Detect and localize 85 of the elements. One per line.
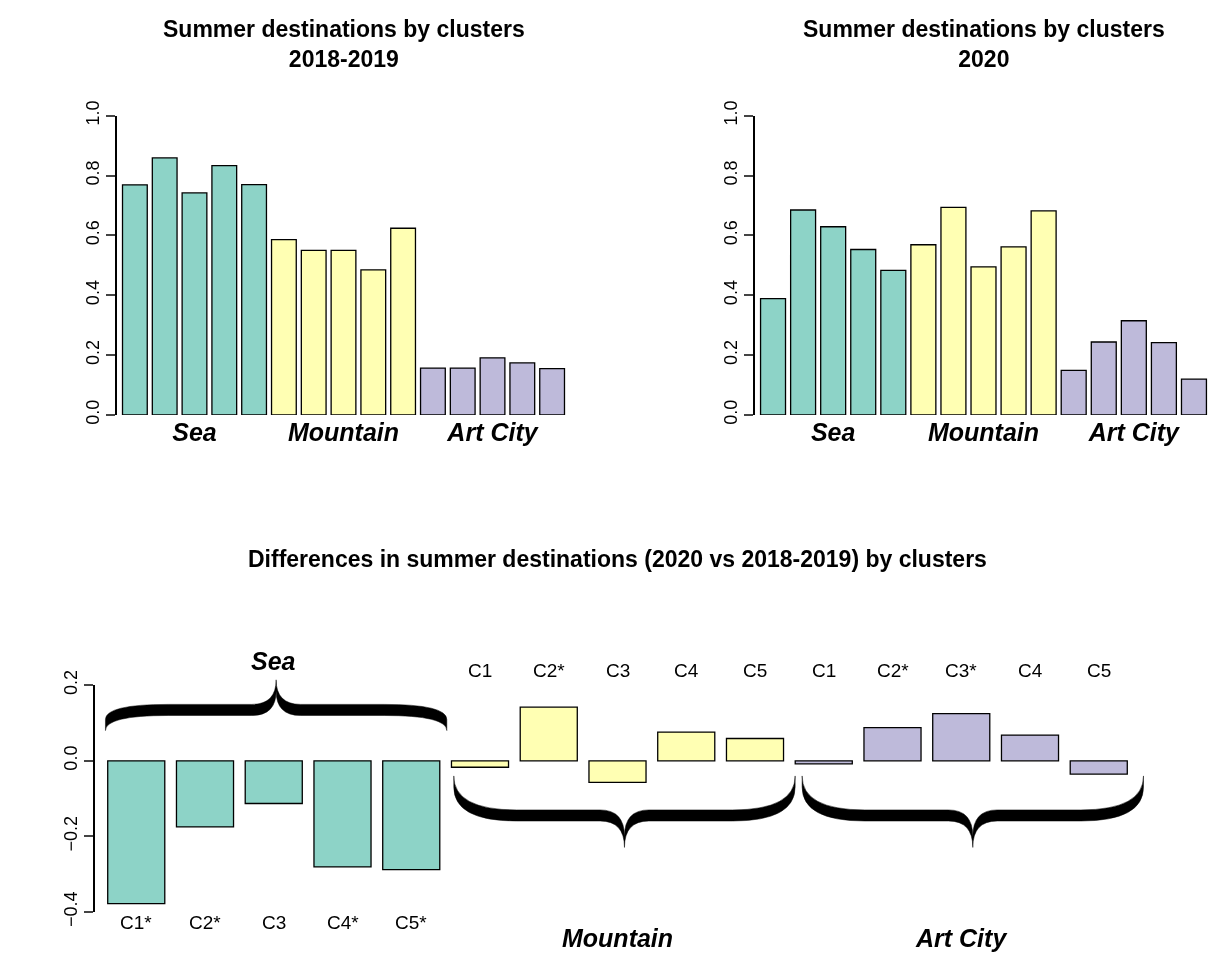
bar	[270, 238, 297, 416]
bar	[539, 367, 566, 416]
y-tick-label: −0.4	[61, 891, 82, 927]
bar	[419, 367, 446, 416]
bar	[863, 726, 922, 762]
bar	[1180, 378, 1208, 416]
bar	[360, 269, 387, 416]
bar	[1069, 760, 1128, 775]
y-tick-label: 0.2	[61, 670, 82, 696]
y-tick-label: 0.6	[83, 220, 104, 246]
x-tick-label: Sea	[172, 418, 217, 447]
x-tick-label: C5*	[395, 912, 428, 933]
x-tick-label: Mountain	[287, 418, 400, 447]
bar	[932, 712, 991, 762]
bar	[244, 760, 303, 805]
x-tick-label: Mountain	[927, 418, 1040, 447]
x-tick-label: C2*	[533, 660, 566, 681]
y-tick-label: 0.2	[83, 339, 104, 365]
y-tick-label: −0.2	[61, 815, 82, 852]
bar	[300, 249, 327, 416]
bar	[880, 269, 907, 416]
y-tick-label: 0.8	[721, 160, 742, 186]
bar	[940, 206, 967, 416]
bar	[211, 165, 238, 416]
bar	[850, 248, 877, 416]
x-tick-label: Art City	[446, 418, 539, 447]
x-tick-label: C4	[1018, 660, 1043, 681]
bar	[1090, 341, 1117, 416]
x-tick-label: C1	[812, 660, 837, 681]
bar	[794, 760, 853, 765]
bar	[519, 706, 578, 762]
bar	[181, 192, 208, 416]
y-tick-label: 0.4	[721, 280, 742, 306]
bar	[1000, 734, 1060, 762]
bar	[330, 249, 357, 416]
bar	[759, 297, 787, 416]
bar	[820, 226, 847, 416]
x-tick-label: C1	[468, 660, 493, 681]
bar	[175, 760, 235, 828]
bar	[588, 760, 647, 783]
x-tick-label: C4	[674, 660, 699, 681]
x-tick-label: Art City	[1087, 418, 1181, 447]
y-tick-label: 0.0	[61, 745, 82, 771]
chart-title: Summer destinations by clusters 2018-2019	[163, 16, 525, 72]
y-tick-label: 0.2	[721, 339, 742, 365]
x-tick-label: Sea	[810, 418, 856, 447]
bar	[1000, 246, 1027, 416]
x-tick-label: C2*	[189, 912, 222, 933]
y-tick-label: 1.0	[721, 100, 742, 126]
bar	[121, 184, 148, 416]
bar	[657, 731, 716, 762]
x-tick-label: C5	[1087, 660, 1112, 681]
bar	[449, 367, 476, 416]
bar	[450, 760, 510, 768]
bar	[390, 227, 417, 416]
bar	[970, 266, 997, 416]
bar	[382, 760, 441, 871]
bar	[789, 209, 817, 416]
y-tick-label: 0.0	[83, 399, 104, 425]
x-tick-label: C2*	[877, 660, 910, 681]
bar	[107, 760, 166, 905]
bar	[1120, 320, 1147, 416]
x-tick-label: C3	[262, 912, 287, 933]
x-tick-label: C5	[743, 660, 768, 681]
y-tick-label: 0.6	[721, 220, 742, 246]
chart-title: Differences in summer destinations (2020 vs 2018-2019) by clusters	[248, 546, 987, 572]
y-tick-label: 0.0	[721, 399, 742, 425]
bar	[313, 760, 372, 868]
bar	[151, 157, 178, 416]
bar	[479, 357, 506, 416]
y-tick-label: 1.0	[83, 100, 104, 126]
bar	[1060, 369, 1087, 416]
chart-title: Summer destinations by clusters 2020	[803, 16, 1165, 72]
y-tick-label: 0.4	[83, 280, 104, 306]
x-tick-label: C1*	[120, 912, 153, 933]
bar	[725, 737, 785, 762]
x-tick-label: C3*	[945, 660, 978, 681]
bar	[1030, 210, 1057, 416]
y-tick-label: 0.8	[83, 160, 104, 186]
bar	[509, 362, 536, 416]
x-tick-label: C4*	[327, 912, 360, 933]
x-tick-label: C3	[606, 660, 631, 681]
bar	[910, 244, 937, 416]
bar	[1150, 341, 1178, 416]
bar	[241, 183, 268, 416]
